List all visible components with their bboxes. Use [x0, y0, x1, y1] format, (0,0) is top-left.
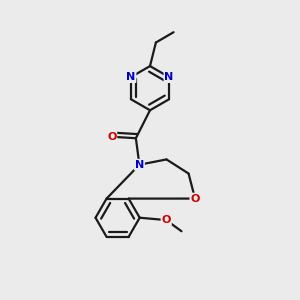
Text: N: N: [164, 72, 174, 82]
Text: O: O: [161, 215, 171, 225]
Text: O: O: [190, 194, 200, 204]
Text: N: N: [126, 72, 136, 82]
Text: N: N: [135, 160, 144, 170]
Text: O: O: [107, 132, 116, 142]
